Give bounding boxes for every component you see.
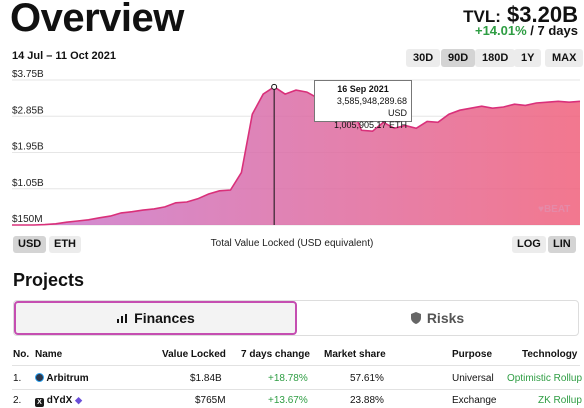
row-number: 1.: [13, 373, 22, 384]
purpose: Exchange: [452, 395, 497, 406]
tvl-change: +14.01% / 7 days: [475, 23, 578, 38]
col-purpose: Purpose: [452, 349, 493, 360]
market-share: 57.61%: [350, 373, 384, 384]
project-name[interactable]: X dYdX ◆: [35, 395, 82, 407]
y-tick-label: $1.95B: [12, 142, 44, 153]
tab-finances[interactable]: Finances: [14, 301, 297, 335]
hover-point: [271, 83, 278, 90]
y-tick-label: $150M: [12, 214, 43, 225]
project-name-label: dYdX: [46, 395, 73, 406]
tooltip-eth: 1,005,905.17 ETH: [333, 120, 407, 130]
y-tick-label: $1.05B: [12, 178, 44, 189]
page-title: Overview: [10, 0, 184, 40]
tvl-change-value: +14.01%: [474, 23, 527, 38]
y-tick-label: $2.85B: [12, 105, 44, 116]
tab-risks-label: Risks: [426, 310, 465, 326]
watermark-text: BEAT: [543, 204, 571, 215]
col-technology: Technology: [522, 349, 578, 360]
tvl-chart[interactable]: $150M $1.05B $1.95B $2.85B $3.75B: [0, 70, 584, 230]
tab-finances-label: Finances: [134, 310, 195, 326]
scale-log-button[interactable]: LOG: [512, 236, 546, 253]
chart-tooltip: 16 Sep 2021 3,585,948,289.68 USD 1,005,9…: [314, 80, 412, 130]
tvl-line: [12, 85, 581, 226]
purpose: Universal: [452, 373, 494, 384]
row-number: 2.: [13, 395, 22, 406]
change-7d: +18.78%: [268, 373, 308, 384]
project-name-label: Arbitrum: [46, 373, 89, 384]
shield-icon: [410, 312, 421, 324]
col-no: No.: [13, 349, 30, 360]
range-90d-button[interactable]: 90D: [441, 49, 476, 67]
tvl-summary: TVL: $3.20B: [463, 2, 578, 28]
chart-caption: Total Value Locked (USD equivalent): [210, 238, 374, 249]
value-locked: $1.84B: [190, 373, 222, 384]
col-7d-change: 7 days change: [241, 349, 310, 360]
dydx-icon: X: [35, 398, 44, 407]
range-180d-button[interactable]: 180D: [475, 49, 516, 67]
tvl-label: TVL:: [463, 7, 501, 26]
tab-risks[interactable]: Risks: [297, 301, 578, 335]
unit-eth-button[interactable]: ETH: [49, 236, 81, 253]
range-1y-button[interactable]: 1Y: [514, 49, 542, 67]
technology: Optimistic Rollup: [507, 373, 583, 384]
range-max-button[interactable]: MAX: [545, 49, 584, 67]
table-row[interactable]: 1. Arbitrum $1.84B +18.78% 57.61% Univer…: [0, 366, 584, 388]
market-share: 23.88%: [350, 395, 384, 406]
l2beat-watermark: ♥BEAT: [538, 204, 570, 215]
project-name[interactable]: Arbitrum: [35, 373, 89, 384]
table-row[interactable]: 2. X dYdX ◆ $765M +13.67% 23.88% Exchang…: [0, 390, 584, 408]
scale-lin-button[interactable]: LIN: [548, 236, 576, 253]
date-range-label: 14 Jul – 11 Oct 2021: [12, 50, 116, 62]
technology: ZK Rollup: [538, 395, 582, 406]
value-locked: $765M: [195, 395, 226, 406]
verified-diamond-icon: ◆: [75, 395, 83, 405]
unit-usd-button[interactable]: USD: [13, 236, 47, 253]
col-value-locked: Value Locked: [162, 349, 226, 360]
change-7d: +13.67%: [268, 395, 308, 406]
arbitrum-icon: [35, 373, 44, 382]
tvl-value: $3.20B: [507, 2, 578, 27]
tooltip-date: 16 Sep 2021: [337, 84, 389, 94]
bar-chart-icon: [117, 314, 128, 323]
range-30d-button[interactable]: 30D: [406, 49, 441, 67]
projects-tabs: [13, 300, 579, 336]
tvl-change-period: / 7 days: [530, 23, 578, 38]
tooltip-usd: 3,585,948,289.68 USD: [336, 96, 407, 118]
y-tick-label: $3.75B: [12, 70, 44, 80]
tvl-area: [12, 86, 580, 225]
projects-heading: Projects: [13, 270, 85, 290]
col-name: Name: [35, 349, 63, 360]
table-divider: [12, 365, 580, 366]
heart-icon: ♥: [538, 204, 544, 215]
table-divider: [12, 389, 580, 390]
col-market-share: Market share: [324, 349, 386, 360]
